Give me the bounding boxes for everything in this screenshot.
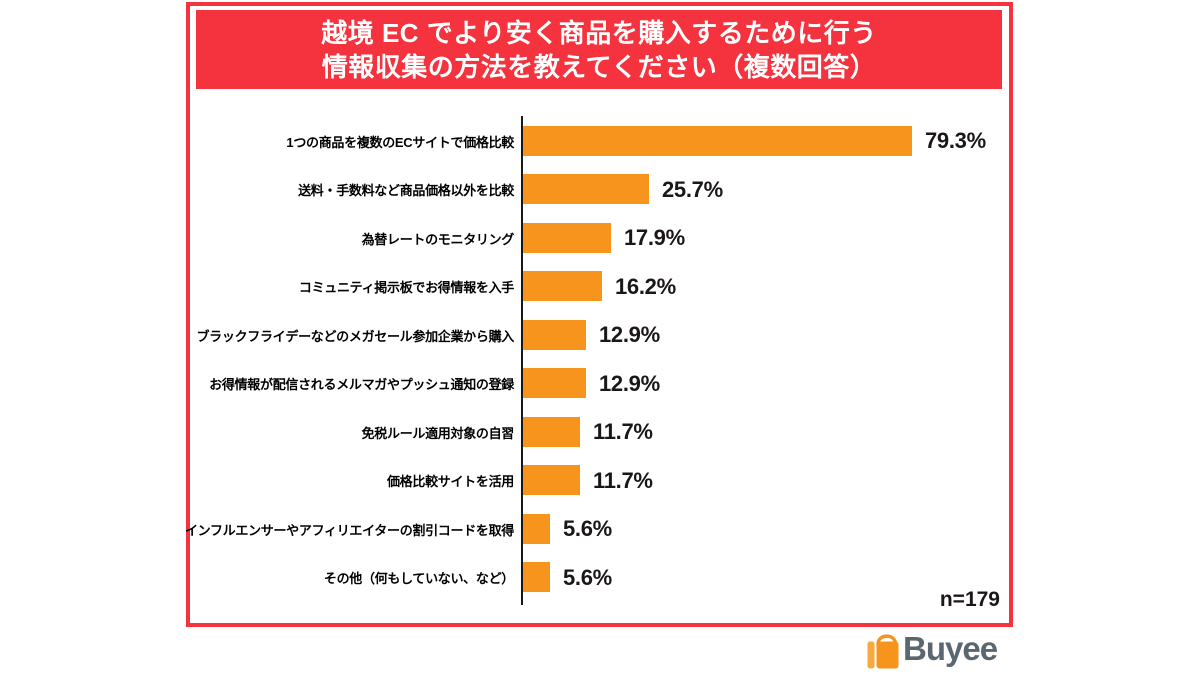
bar-row: コミュニティ掲示板でお得情報を入手 16.2% — [196, 262, 996, 311]
category-label: 価格比較サイトを活用 — [386, 474, 514, 489]
bar — [523, 416, 580, 447]
category-label: その他（何もしていない、など） — [323, 571, 514, 586]
bar — [523, 174, 649, 205]
category-label: コミュニティ掲示板でお得情報を入手 — [298, 280, 514, 295]
bar-row: 価格比較サイトを活用 11.7% — [196, 456, 996, 505]
category-label: インフルエンサーやアフィリエイターの割引コードを取得 — [184, 522, 514, 538]
bar-row: お得情報が配信されるメルマガやプッシュ通知の登録 12.9% — [196, 359, 996, 408]
chart-title-banner: 越境 EC でより安く商品を購入するために行う 情報収集の方法を教えてください（… — [196, 10, 1002, 89]
bar — [523, 513, 550, 544]
bar — [523, 562, 550, 593]
chart-title-line-2: 情報収集の方法を教えてください（複数回答） — [321, 51, 877, 82]
category-label: 免税ルール適用対象の自習 — [361, 425, 515, 441]
bar-row: 1つの商品を複数のECサイトで価格比較 79.3% — [196, 117, 996, 166]
value-label: 17.9% — [624, 225, 685, 250]
bar — [523, 465, 580, 496]
value-label: 11.7% — [593, 467, 653, 493]
y-axis-line — [521, 116, 523, 605]
category-label: ブラックフライデーなどのメガセール参加企業から購入 — [196, 328, 514, 344]
bar-row: その他（何もしていない、など） 5.6% — [196, 553, 996, 602]
value-label: 16.2% — [615, 273, 676, 299]
bar — [523, 368, 586, 399]
buyee-wordmark: Buyee — [903, 630, 998, 667]
value-label: 12.9% — [599, 322, 660, 347]
bar — [523, 271, 602, 302]
bar — [523, 319, 586, 350]
value-label: 11.7% — [593, 419, 653, 444]
value-label: 5.6% — [563, 516, 612, 541]
bar — [523, 125, 912, 156]
value-label: 12.9% — [599, 370, 660, 396]
bar — [523, 222, 611, 253]
buyee-logo: Buyee — [866, 627, 998, 671]
category-label: お得情報が配信されるメルマガやプッシュ通知の登録 — [209, 377, 514, 392]
category-label: 送料・手数料など商品価格以外を比較 — [298, 183, 514, 198]
chart-title-line-1: 越境 EC でより安く商品を購入するために行う — [321, 17, 877, 48]
sample-size-note: n=179 — [939, 588, 1000, 611]
value-label: 79.3% — [925, 128, 986, 153]
bar-row: 送料・手数料など商品価格以外を比較 25.7% — [196, 165, 996, 214]
bar-row: 免税ルール適用対象の自習 11.7% — [196, 408, 996, 457]
value-label: 25.7% — [662, 176, 723, 202]
bar-row: ブラックフライデーなどのメガセール参加企業から購入 12.9% — [196, 311, 996, 360]
category-label: 為替レートのモニタリング — [361, 231, 515, 247]
bar-row: インフルエンサーやアフィリエイターの割引コードを取得 5.6% — [184, 505, 996, 554]
value-label: 5.6% — [563, 564, 612, 590]
shopping-bag-icon — [867, 634, 899, 669]
chart-frame — [186, 2, 1013, 627]
bar-row: 為替レートのモニタリング 17.9% — [196, 214, 996, 263]
category-label: 1つの商品を複数のECサイトで価格比較 — [286, 134, 514, 150]
